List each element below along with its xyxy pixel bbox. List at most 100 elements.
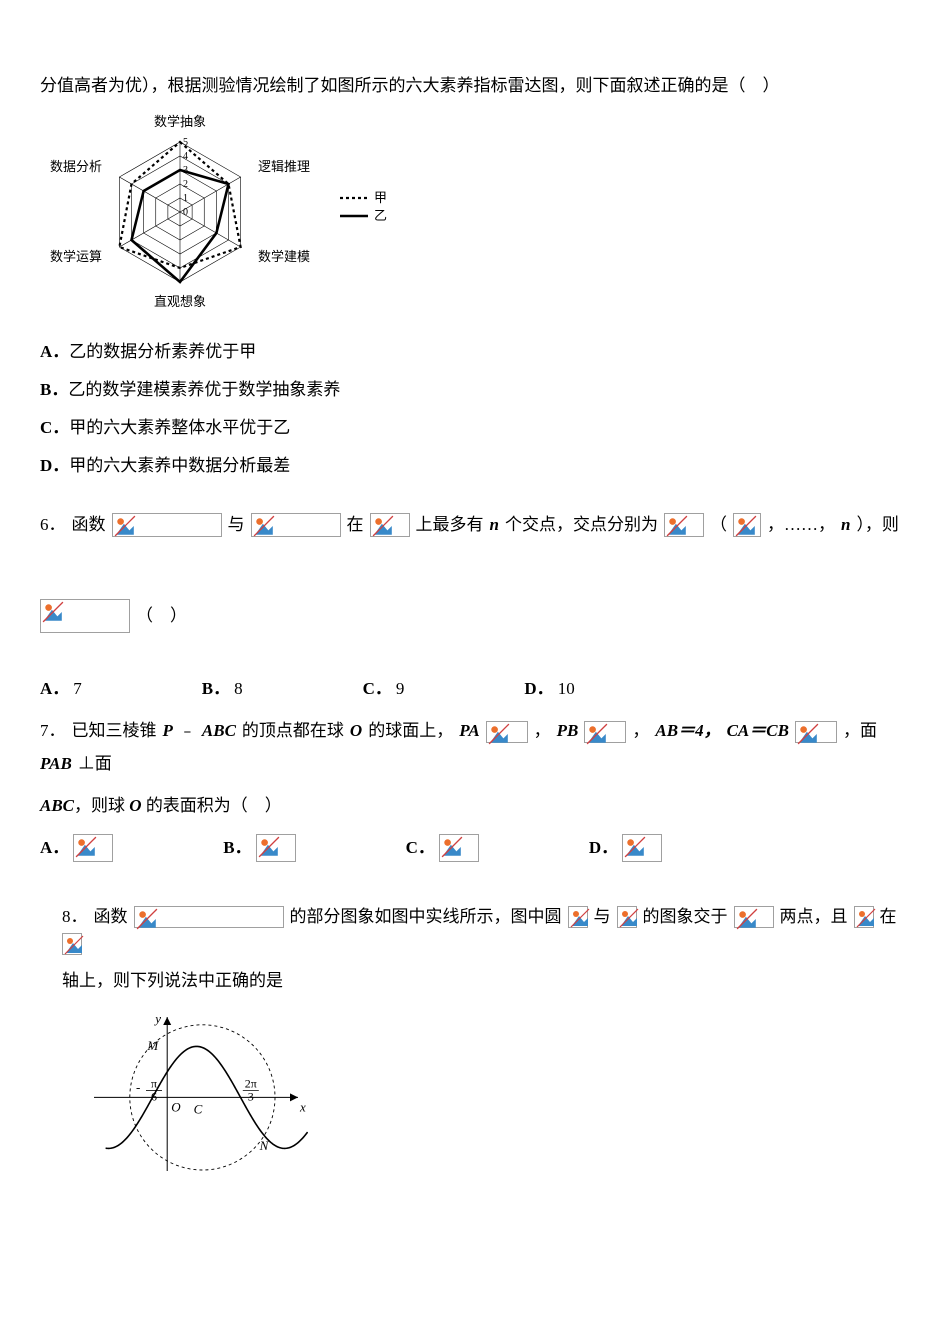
q8-stem-line1: 8． 函数 的部分图象如图中实线所示，图中圆 与 的图象交于 两点，且 在 [40,901,910,955]
var-P: P [163,715,173,747]
broken-image-icon [734,906,774,928]
svg-text:π: π [151,1077,157,1091]
svg-text:6: 6 [151,1090,157,1104]
svg-text:3: 3 [248,1090,254,1104]
opt-label: D． [40,456,69,475]
var-O: O [350,715,362,747]
svg-text:数学运算: 数学运算 [50,249,102,264]
broken-image-icon [568,906,588,928]
opt-label: C． [406,832,435,864]
q6-stem: 6． 函数 与 在 上最多有 n 个交点，交点分别为 （ ，……，n），则 [40,509,910,541]
q6-tail-text: （ ） [136,600,187,632]
var-n: n [490,509,499,541]
text: 在 [347,509,364,541]
q8-sine-figure: xyO-π6C2π3MN [88,1009,910,1190]
broken-image-icon [134,906,284,928]
var-PB: PB [557,715,579,747]
opt-text: 10 [558,673,575,705]
svg-text:4: 4 [183,151,188,162]
q5-option-B: B．乙的数学建模素养优于数学抽象素养 [40,374,910,406]
q7-number: 7． [40,715,66,747]
svg-text:x: x [299,1100,306,1115]
svg-text:y: y [153,1011,161,1026]
opt-text: 8 [234,673,243,705]
opt-label: B． [40,380,68,399]
opt-label: A． [40,342,69,361]
q5-option-D: D．甲的六大素养中数据分析最差 [40,450,910,482]
broken-image-icon [73,834,113,862]
text: 两点，且 [780,901,848,933]
broken-image-icon [112,513,222,537]
q5-stem-text: 分值高者为优），根据测验情况绘制了如图所示的六大素养指标雷达图，则下面叙述正确的… [40,76,780,95]
q5-option-C: C．甲的六大素养整体水平优于乙 [40,412,910,444]
broken-image-icon [486,721,528,743]
text: 的顶点都在球 [242,715,344,747]
q7-option-D: D． [589,832,662,864]
q5-option-A: A．乙的数据分析素养优于甲 [40,336,910,368]
opt-text: 乙的数学建模素养优于数学抽象素养 [68,380,340,399]
var-PAB: PAB [40,748,72,780]
opt-label: D． [589,832,618,864]
q6-option-B: B．8 [202,673,243,705]
opt-text: 甲的六大素养整体水平优于乙 [69,418,290,437]
opt-label: B． [223,832,251,864]
opt-label: C． [40,418,69,437]
broken-image-icon [40,599,130,633]
opt-label: A． [40,832,69,864]
broken-image-icon [251,513,341,537]
q6-number: 6． [40,509,66,541]
q7-option-C: C． [406,832,479,864]
svg-text:数学抽象: 数学抽象 [154,114,206,129]
q6-options: A．7 B．8 C．9 D．10 [40,673,910,705]
q5-stem-continuation: 分值高者为优），根据测验情况绘制了如图所示的六大素养指标雷达图，则下面叙述正确的… [40,70,910,102]
q5-radar-chart: 012345数学抽象逻辑推理数学建模直观想象数学运算数据分析甲乙 [40,112,910,323]
svg-text:-: - [136,1080,140,1095]
radar-svg: 012345数学抽象逻辑推理数学建模直观想象数学运算数据分析甲乙 [40,112,400,312]
broken-image-icon [795,721,837,743]
var-n: n [841,509,850,541]
var-ABC2: ABC [40,796,74,815]
broken-image-icon [439,834,479,862]
svg-text:2: 2 [183,179,188,190]
svg-text:0: 0 [183,207,188,218]
broken-image-icon [584,721,626,743]
broken-image-icon [622,834,662,862]
text: 与 [228,509,245,541]
q7-option-B: B． [223,832,295,864]
broken-image-icon [664,513,704,537]
q8-number: 8． [62,901,88,933]
broken-image-icon [62,933,82,955]
text: 在 [880,901,897,933]
CA-eq: CA＝CB [727,715,789,747]
svg-text:1: 1 [183,193,188,204]
text: （ [710,509,727,541]
q7-stem-line1: 7． 已知三棱锥 P ﹣ ABC 的顶点都在球 O 的球面上， PA ， PB … [40,715,910,780]
svg-text:数学建模: 数学建模 [258,249,310,264]
broken-image-icon [370,513,410,537]
svg-text:N: N [259,1138,270,1153]
opt-text: 9 [396,673,405,705]
svg-text:乙: 乙 [374,208,387,223]
text: 轴上，则下列说法中正确的是 [62,971,283,990]
svg-text:直观想象: 直观想象 [154,294,206,309]
var-O2: O [129,796,141,815]
perp: ⊥面 [78,748,112,780]
text: ），则 [856,509,899,541]
q7-stem-line2: ABC，则球 O 的表面积为（ ） [40,790,910,822]
svg-text:M: M [146,1038,159,1053]
svg-text:2π: 2π [245,1077,257,1091]
broken-image-icon [854,906,874,928]
svg-text:甲: 甲 [374,190,387,205]
text: 已知三棱锥 [72,715,157,747]
text: 的图象交于 [643,901,728,933]
opt-text: 7 [73,673,82,705]
text: 的部分图象如图中实线所示，图中圆 [290,901,562,933]
broken-image-icon [256,834,296,862]
svg-text:C: C [194,1102,203,1117]
broken-image-icon [617,906,637,928]
var-ABC: ABC [202,715,236,747]
q6-option-D: D．10 [524,673,574,705]
text: 的表面积为（ ） [142,796,282,815]
broken-image-icon [733,513,761,537]
text: 上最多有 [416,509,484,541]
